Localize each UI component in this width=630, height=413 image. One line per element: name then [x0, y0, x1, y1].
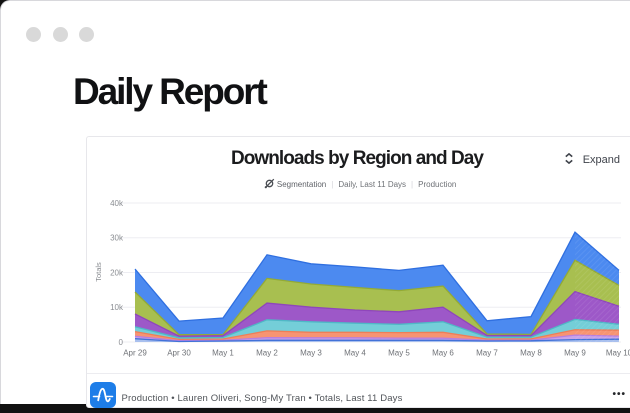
- svg-text:40k: 40k: [110, 199, 124, 208]
- svg-text:Totals: Totals: [94, 262, 103, 282]
- svg-text:May 5: May 5: [388, 348, 410, 357]
- svg-text:10k: 10k: [110, 303, 124, 312]
- svg-text:Apr 29: Apr 29: [123, 348, 147, 357]
- svg-text:May 2: May 2: [256, 348, 278, 357]
- svg-text:May 10: May 10: [606, 348, 630, 357]
- svg-text:May 3: May 3: [300, 348, 322, 357]
- svg-text:May 9: May 9: [564, 348, 586, 357]
- svg-text:May 4: May 4: [344, 348, 366, 357]
- svg-text:30k: 30k: [110, 234, 124, 243]
- svg-text:Apr 30: Apr 30: [167, 348, 191, 357]
- svg-text:May 7: May 7: [476, 348, 498, 357]
- svg-text:May 1: May 1: [212, 348, 234, 357]
- svg-text:0: 0: [119, 338, 124, 347]
- svg-text:May 6: May 6: [432, 348, 454, 357]
- svg-text:May 8: May 8: [520, 348, 542, 357]
- svg-text:20k: 20k: [110, 268, 124, 277]
